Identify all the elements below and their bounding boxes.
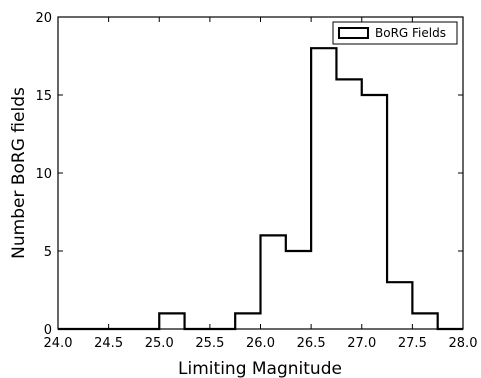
y-axis-ticks: 0 5 10 15 20	[35, 11, 463, 338]
y-axis-title: Number BoRG fields	[9, 87, 29, 259]
x-tick-label: 27.0	[347, 336, 376, 351]
legend: BoRG Fields	[332, 21, 458, 45]
x-tick-label: 28.0	[449, 336, 478, 351]
x-tick-label: 25.0	[145, 336, 174, 351]
x-tick-label: 27.5	[398, 336, 427, 351]
legend-label: BoRG Fields	[375, 26, 446, 40]
x-axis-title: Limiting Magnitude	[178, 359, 342, 378]
plot-frame	[57, 16, 464, 330]
legend-swatch	[338, 27, 369, 39]
y-tick-label: 10	[35, 167, 52, 182]
x-axis-ticks: 24.0 24.5 25.0 25.5 26.0 26.5 27.0 27.5 28.0	[44, 17, 478, 351]
x-tick-label: 26.0	[246, 336, 275, 351]
x-tick-label: 24.0	[44, 336, 73, 351]
x-tick-label: 25.5	[195, 336, 224, 351]
y-tick-label: 15	[35, 89, 52, 104]
x-tick-label: 24.5	[94, 336, 123, 351]
y-tick-label: 5	[44, 245, 52, 260]
y-tick-label: 20	[35, 11, 52, 26]
histogram-series-borg-fields	[58, 47, 463, 331]
x-tick-label: 26.5	[297, 336, 326, 351]
y-tick-label: 0	[44, 323, 52, 338]
